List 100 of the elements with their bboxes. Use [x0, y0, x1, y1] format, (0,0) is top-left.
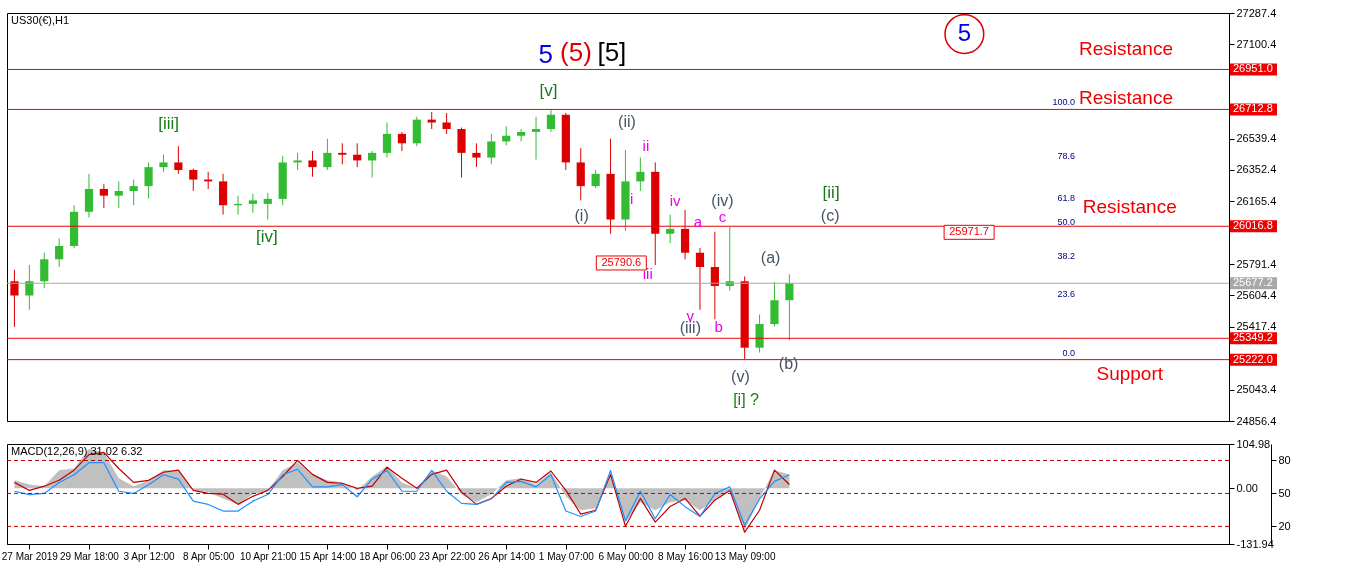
y-tick-label: 26539.4	[1236, 132, 1277, 145]
candlestick	[457, 127, 466, 179]
y-tick-label: 27100.4	[1236, 37, 1277, 50]
candlestick	[248, 193, 257, 214]
annotation: [ii]	[822, 183, 840, 203]
candlestick	[785, 273, 794, 341]
annotation: [iv]	[256, 227, 278, 247]
candlestick	[308, 150, 317, 178]
annotation: Resistance	[1078, 87, 1173, 109]
x-tick-label: 8 Apr 05:00	[183, 550, 235, 562]
y-tick-label: 26165.4	[1236, 194, 1277, 207]
x-tick-label: 10 Apr 21:00	[239, 550, 298, 562]
candlestick	[472, 142, 481, 168]
annotation: [5]	[597, 37, 627, 68]
annotation: 5	[957, 19, 972, 47]
x-tick-label: 23 Apr 22:00	[418, 550, 476, 562]
candlestick	[382, 121, 392, 159]
annotation: 38.2	[1057, 251, 1075, 262]
ref-line-label: 26951.0	[1233, 62, 1273, 75]
annotation: (c)	[820, 207, 840, 225]
candlestick	[487, 133, 496, 165]
candlestick	[636, 157, 645, 192]
candlestick	[710, 231, 719, 320]
y-tick-label: -131.94	[1236, 537, 1274, 550]
y-tick-label: 26352.4	[1236, 163, 1277, 176]
x-tick-label: 18 Apr 06:00	[359, 550, 417, 562]
candlestick	[174, 145, 183, 175]
candlestick	[368, 150, 377, 179]
y-tick-label: 0.00	[1236, 481, 1258, 494]
x-tick-label: 29 Mar 18:00	[59, 550, 120, 562]
annotation: [i] ?	[733, 390, 760, 408]
annotation: 5	[538, 39, 553, 70]
candlestick	[40, 252, 49, 289]
candlestick	[666, 214, 675, 244]
candlestick	[397, 131, 407, 152]
candlestick	[576, 147, 585, 201]
y-tick-label: 24856.4	[1236, 414, 1277, 427]
annotation: (i)	[574, 207, 589, 225]
candlestick	[338, 142, 347, 165]
annotation: ii	[642, 137, 650, 155]
x-tick-label: 8 May 16:00	[658, 550, 714, 562]
annotation: 61.8	[1057, 192, 1075, 203]
ref-line-label: 26016.8	[1233, 219, 1273, 232]
y-tick-label: 104.98	[1236, 437, 1271, 450]
annotation: b	[714, 318, 723, 336]
candlestick	[10, 269, 19, 328]
candlestick	[531, 116, 541, 161]
candlestick	[546, 109, 556, 133]
candlestick	[680, 209, 690, 260]
annotation: iii	[642, 264, 653, 282]
annotation: (a)	[760, 249, 781, 267]
annotation: 100.0	[1052, 97, 1075, 108]
annotation: 25790.6	[601, 255, 642, 268]
annotation: (v)	[731, 367, 750, 385]
annotation: Resistance	[1082, 196, 1177, 218]
ref-line-label: 26712.8	[1233, 102, 1273, 115]
y-tick-label: 25043.4	[1236, 383, 1277, 396]
candlestick	[218, 173, 228, 216]
candlestick	[114, 180, 123, 209]
candlestick	[55, 237, 64, 268]
candlestick	[770, 281, 779, 327]
x-tick-label: 13 May 09:00	[714, 550, 776, 562]
annotation: (b)	[778, 355, 799, 373]
annotation: [iii]	[158, 114, 179, 134]
candlestick	[263, 192, 272, 220]
x-tick-label: 6 May 00:00	[598, 550, 654, 562]
y2-tick-label: 50	[1278, 486, 1291, 499]
candlestick	[517, 128, 526, 142]
ref-line-label: 25222.0	[1233, 352, 1273, 365]
annotation: 23.6	[1057, 288, 1075, 299]
chart-title: US30(€),H1	[11, 14, 70, 26]
y-tick-label: 25417.4	[1236, 320, 1277, 333]
y2-tick-label: 80	[1278, 453, 1291, 466]
x-tick-label: 27 Mar 2019	[1, 550, 59, 562]
annotation: 50.0	[1057, 216, 1075, 227]
candlestick	[84, 173, 94, 218]
annotation: c	[718, 208, 727, 225]
x-tick-label: 26 Apr 14:00	[478, 550, 536, 562]
candlestick	[189, 168, 198, 192]
annotation: 0.0	[1062, 348, 1075, 358]
candlestick	[129, 179, 138, 206]
annotation: (5)	[560, 37, 592, 68]
annotation: 25971.7	[949, 225, 989, 238]
candlestick	[25, 264, 34, 311]
candlestick	[323, 138, 332, 171]
candlestick	[755, 313, 764, 354]
candlestick	[695, 247, 705, 311]
annotation: [v]	[539, 80, 558, 100]
annotation: a	[693, 212, 703, 230]
annotation: (ii)	[618, 113, 636, 131]
x-tick-label: 1 May 07:00	[538, 550, 595, 562]
annotation: (iv)	[711, 191, 734, 209]
y-tick-label: 27287.4	[1236, 6, 1277, 19]
annotation: 78.6	[1057, 150, 1075, 161]
x-tick-label: 15 Apr 14:00	[299, 550, 357, 562]
y2-tick-label: 20	[1278, 519, 1291, 532]
annotation: Support	[1096, 363, 1164, 385]
candlestick	[412, 116, 421, 147]
y-tick-label: 25791.4	[1236, 257, 1277, 270]
annotation: iv	[669, 191, 682, 209]
